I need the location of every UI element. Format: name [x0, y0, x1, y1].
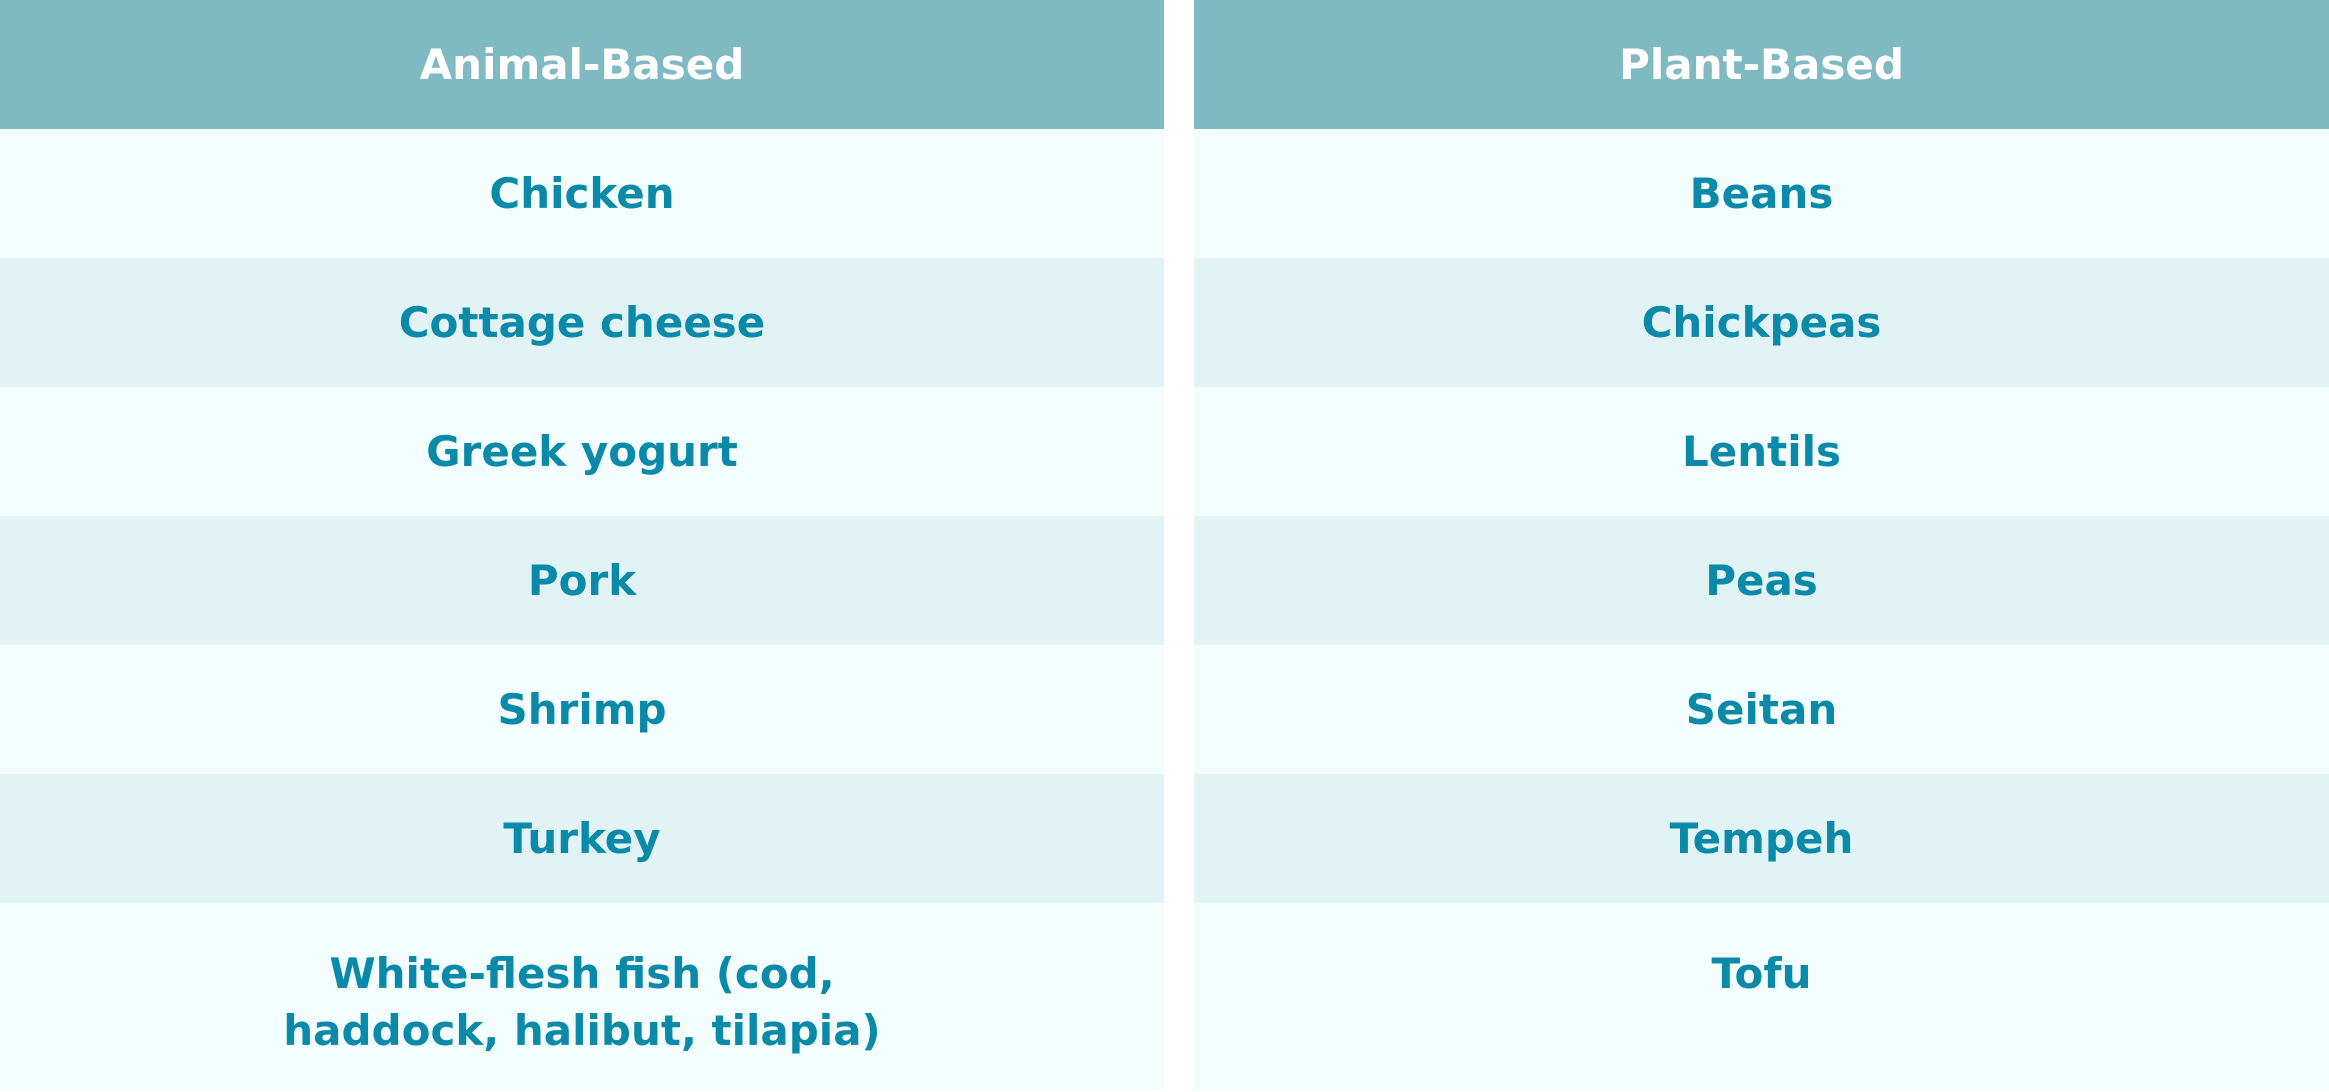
table-row: Lentils — [1194, 387, 2329, 516]
table-row: Greek yogurt — [0, 387, 1164, 516]
table-row: Chickpeas — [1194, 258, 2329, 387]
table-row: Beans — [1194, 129, 2329, 258]
plant-based-header: Plant-Based — [1194, 0, 2329, 129]
table-row: Shrimp — [0, 645, 1164, 774]
table-row: Tempeh — [1194, 774, 2329, 903]
table-row: Cottage cheese — [0, 258, 1164, 387]
table-row: Pork — [0, 516, 1164, 645]
table-row: Peas — [1194, 516, 2329, 645]
plant-based-column: Plant-Based Beans Chickpeas Lentils Peas… — [1194, 0, 2329, 1092]
last-item-line-2: haddock, halibut, tilapia) — [283, 1006, 881, 1055]
animal-based-header: Animal-Based — [0, 0, 1164, 129]
last-item-line-1: White-flesh fish (cod, — [329, 949, 835, 998]
table-row: Turkey — [0, 774, 1164, 903]
table-row: Chicken — [0, 129, 1164, 258]
table-row-last: White-flesh fish (cod, haddock, halibut,… — [0, 903, 1164, 1090]
table-row: Seitan — [1194, 645, 2329, 774]
animal-based-column: Animal-Based Chicken Cottage cheese Gree… — [0, 0, 1164, 1092]
table-row-last: Tofu — [1194, 903, 2329, 1090]
